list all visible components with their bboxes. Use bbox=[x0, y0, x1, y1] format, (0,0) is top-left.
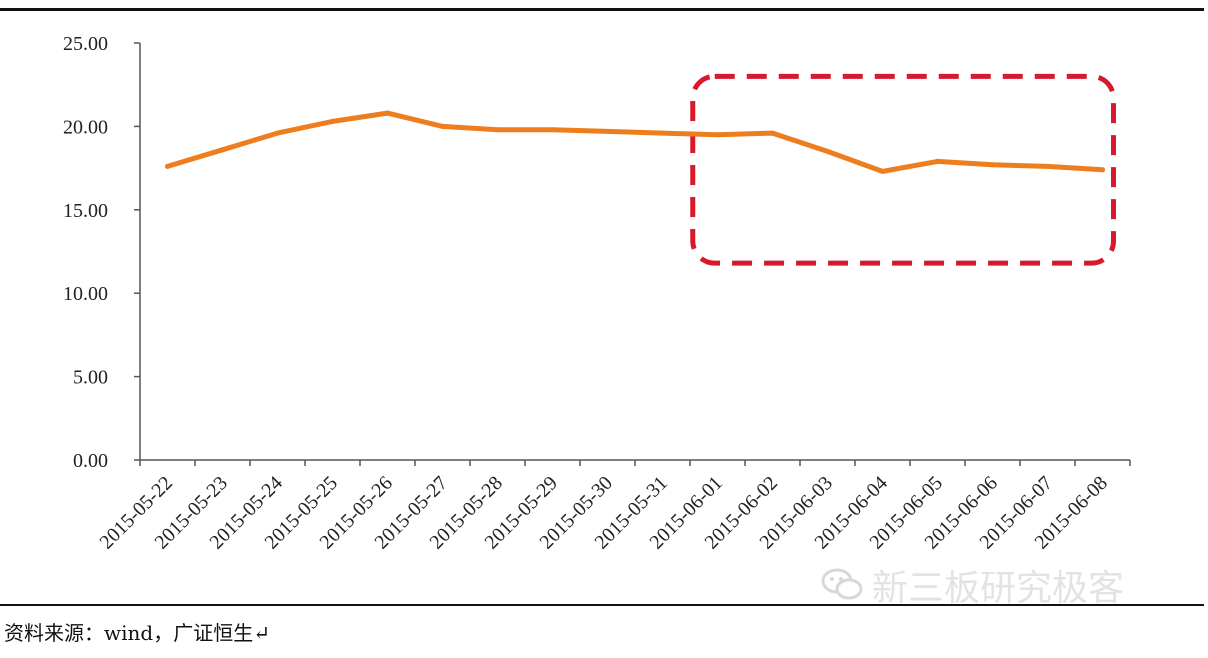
data-point bbox=[330, 118, 335, 124]
y-tick-label: 0.00 bbox=[73, 450, 108, 472]
source-note: 资料来源：wind，广证恒生↵ bbox=[4, 621, 270, 645]
top-rule bbox=[0, 8, 1204, 11]
x-axis-ticks: 2015-05-222015-05-232015-05-242015-05-25… bbox=[95, 460, 1131, 554]
y-tick-label: 25.00 bbox=[63, 33, 108, 55]
y-tick-label: 10.00 bbox=[63, 283, 108, 305]
y-tick-label: 20.00 bbox=[63, 116, 108, 138]
chart-axes bbox=[139, 43, 1130, 461]
data-point bbox=[385, 110, 390, 116]
y-tick-label: 5.00 bbox=[73, 367, 108, 389]
y-tick-label: 15.00 bbox=[63, 200, 108, 222]
data-point bbox=[1100, 167, 1105, 173]
data-point bbox=[935, 158, 940, 164]
bottom-rule bbox=[0, 604, 1204, 606]
data-point bbox=[880, 168, 885, 174]
data-point bbox=[275, 130, 280, 136]
y-axis-ticks: 0.00 5.00 10.00 15.00 20.00 25.00 bbox=[63, 33, 140, 472]
data-point bbox=[550, 127, 555, 133]
data-point bbox=[495, 127, 500, 133]
series-group bbox=[165, 110, 1105, 174]
wechat-icon bbox=[821, 568, 863, 600]
data-point bbox=[220, 147, 225, 153]
watermark: 新三板研究极客 bbox=[820, 562, 1125, 609]
line-chart: 0.00 5.00 10.00 15.00 20.00 25.00 2015-05-222… bbox=[63, 33, 1131, 554]
data-point bbox=[165, 163, 170, 169]
data-point bbox=[605, 128, 610, 134]
data-point bbox=[825, 148, 830, 154]
data-point bbox=[715, 132, 720, 138]
data-point bbox=[440, 123, 445, 129]
highlight-box-rect bbox=[690, 73, 1116, 266]
data-point bbox=[1045, 163, 1050, 169]
series-line bbox=[165, 110, 1105, 174]
data-point bbox=[660, 130, 665, 136]
highlight-box bbox=[690, 73, 1116, 266]
watermark-text: 新三板研究极客 bbox=[872, 568, 1125, 609]
data-point bbox=[770, 130, 775, 136]
data-point bbox=[990, 162, 995, 168]
